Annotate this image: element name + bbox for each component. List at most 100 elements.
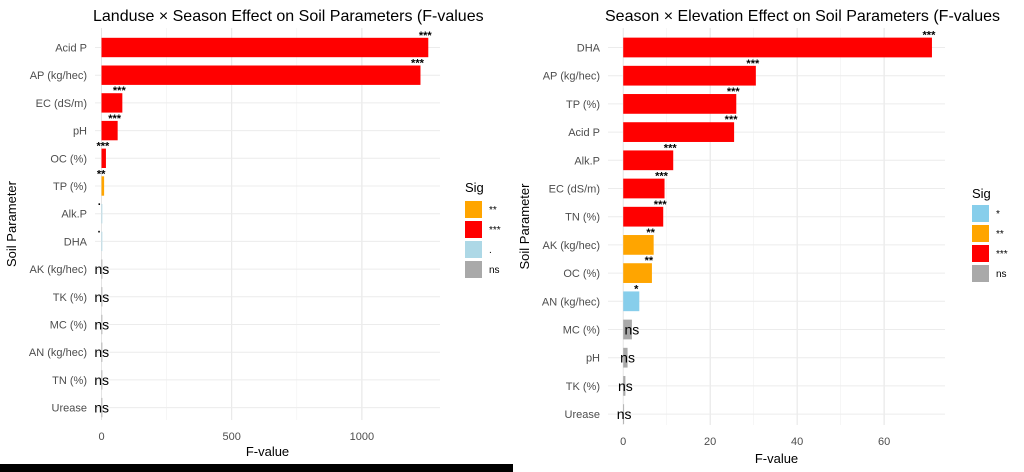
significance-label: *** [108, 113, 122, 125]
significance-label: *** [923, 30, 937, 42]
significance-label: ** [97, 168, 106, 180]
category-label: TN (%) [565, 212, 600, 224]
significance-label: ** [646, 227, 655, 239]
chart-title: Season × Elevation Effect on Soil Parame… [605, 8, 1000, 25]
significance-label: *** [655, 171, 669, 183]
legend-label: *** [489, 225, 501, 236]
significance-label: *** [411, 58, 425, 70]
bar [623, 347, 628, 368]
category-label: Urease [52, 403, 87, 415]
category-label: EC (dS/m) [549, 184, 600, 196]
significance-label: *** [746, 58, 760, 70]
legend-swatch [972, 225, 989, 242]
category-label: AK (kg/hec) [30, 264, 87, 276]
legend-swatch [972, 205, 989, 222]
significance-label: *** [654, 199, 668, 211]
category-label: TP (%) [566, 99, 600, 111]
bar [623, 178, 665, 199]
category-label: pH [586, 353, 600, 365]
bar [101, 148, 106, 168]
bar [623, 263, 652, 283]
legend-swatch [465, 241, 482, 258]
legend-label: ** [489, 205, 497, 216]
bar [101, 342, 103, 362]
significance-label: ns [95, 261, 110, 277]
bar [101, 93, 123, 113]
significance-label: *** [664, 142, 678, 154]
category-label: MC (%) [563, 325, 600, 337]
category-label: MC (%) [50, 320, 87, 332]
x-tick-label: 60 [878, 436, 890, 448]
significance-label: *** [727, 86, 741, 98]
bar [623, 291, 640, 312]
bar [101, 397, 103, 418]
legend-label: ns [489, 265, 500, 276]
significance-label: ns [617, 406, 632, 422]
bottom-black-strip [0, 464, 513, 472]
legend-label: * [996, 209, 1000, 220]
bar [101, 37, 429, 58]
legend-label: ns [996, 269, 1007, 280]
legend-label: . [489, 245, 492, 256]
category-label: OC (%) [50, 153, 87, 165]
bar [101, 370, 103, 390]
y-axis-label: Soil Parameter [4, 180, 19, 267]
bar [623, 319, 632, 340]
significance-label: ns [94, 289, 109, 305]
x-tick-label: 40 [791, 436, 803, 448]
x-tick-label: 0 [620, 436, 626, 448]
significance-label: ns [94, 344, 109, 360]
category-label: EC (dS/m) [36, 98, 87, 110]
category-label: DHA [577, 43, 601, 55]
bar [101, 204, 103, 224]
significance-label: ns [620, 350, 635, 366]
bar [623, 65, 756, 86]
significance-label: *** [725, 114, 739, 126]
significance-label: *** [97, 141, 111, 153]
legend-label: *** [996, 249, 1008, 260]
legend-swatch [465, 201, 482, 218]
category-label: Acid P [568, 127, 600, 139]
category-label: DHA [64, 236, 88, 248]
chart-title: Landuse × Season Effect on Soil Paramete… [93, 8, 484, 25]
significance-label: ns [625, 322, 640, 338]
bar [623, 404, 625, 424]
x-tick-label: 1000 [350, 431, 374, 443]
category-label: pH [73, 126, 87, 138]
significance-label: . [97, 224, 100, 236]
bar [623, 376, 626, 396]
legend-title: Sig [465, 180, 484, 195]
category-label: Alk.P [61, 209, 87, 221]
bar [101, 231, 103, 252]
bar [101, 176, 105, 196]
significance-label: ** [645, 255, 654, 267]
significance-label: *** [113, 85, 127, 97]
category-label: Acid P [55, 43, 87, 55]
category-label: AK (kg/hec) [543, 240, 600, 252]
category-label: Alk.P [574, 155, 600, 167]
significance-label: * [634, 283, 639, 295]
x-tick-label: 500 [223, 431, 241, 443]
legend-swatch [465, 261, 482, 278]
category-label: AN (kg/hec) [542, 296, 600, 308]
bar [623, 206, 664, 227]
y-axis-label: Soil Parameter [517, 183, 532, 270]
significance-label: ns [618, 378, 633, 394]
bar [623, 150, 674, 171]
significance-label: ns [94, 400, 109, 416]
bar [101, 120, 118, 141]
category-label: TK (%) [566, 381, 600, 393]
bar [623, 235, 654, 255]
bar [623, 37, 932, 58]
category-label: TP (%) [53, 181, 87, 193]
legend-swatch [465, 221, 482, 238]
x-axis-label: F-value [755, 451, 798, 466]
x-axis-label: F-value [246, 444, 289, 459]
legend-title: Sig [972, 186, 991, 201]
category-label: AN (kg/hec) [29, 347, 87, 359]
significance-label: ns [94, 372, 109, 388]
category-label: TK (%) [53, 292, 87, 304]
x-tick-label: 0 [98, 431, 104, 443]
category-label: OC (%) [563, 268, 600, 280]
